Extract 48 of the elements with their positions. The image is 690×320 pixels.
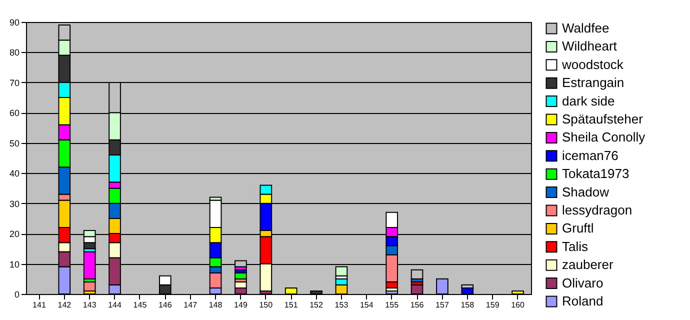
x-tick-label: 145 bbox=[133, 300, 148, 310]
bar bbox=[83, 281, 96, 292]
x-tick-label: 144 bbox=[108, 300, 122, 310]
x-tick-label: 153 bbox=[334, 300, 349, 310]
x-tick-label: 148 bbox=[208, 300, 223, 310]
x-tick-label: 157 bbox=[436, 300, 450, 310]
legend-label: Tokata1973 bbox=[562, 166, 630, 182]
legend-label: iceman76 bbox=[562, 148, 618, 163]
x-tick-label: 155 bbox=[385, 300, 400, 310]
legend-label: Shadow bbox=[562, 184, 610, 200]
bar bbox=[410, 269, 424, 280]
y-tick-label: 10 bbox=[9, 259, 20, 270]
legend-label: dark side bbox=[562, 93, 615, 108]
x-tick-label: 158 bbox=[460, 300, 475, 310]
x-tick-label: 150 bbox=[259, 300, 274, 310]
legend-label: Estrangain bbox=[562, 75, 624, 90]
x-tick-label: 152 bbox=[310, 300, 324, 310]
y-tick-label: 30 bbox=[9, 198, 20, 209]
y-tick-label: 20 bbox=[9, 229, 20, 240]
legend-label: Spätaufsteher bbox=[562, 112, 644, 126]
x-tick-label: 143 bbox=[82, 300, 97, 310]
x-tick-label: 159 bbox=[486, 300, 500, 310]
x-tick-label: 147 bbox=[184, 300, 198, 310]
legend-label: Wildheart bbox=[562, 38, 618, 54]
y-tick-label: 40 bbox=[9, 168, 20, 179]
x-tick-label: 154 bbox=[360, 300, 374, 310]
x-tick-label: 146 bbox=[158, 300, 172, 310]
y-tick-label: 60 bbox=[9, 108, 20, 118]
x-tick-label: 149 bbox=[234, 300, 248, 310]
y-tick-label: 70 bbox=[9, 78, 20, 88]
y-tick-label: 50 bbox=[9, 138, 20, 148]
y-tick-label: 80 bbox=[9, 48, 20, 58]
legend-label: Gruftl bbox=[562, 220, 594, 236]
x-tick-label: 141 bbox=[32, 300, 46, 310]
legend-label: Waldfee bbox=[562, 20, 610, 36]
legend-label: woodstock bbox=[561, 56, 624, 72]
y-tick-label: 0 bbox=[14, 290, 20, 300]
legend-label: Talis bbox=[562, 238, 589, 254]
x-tick-label: 142 bbox=[58, 300, 72, 310]
legend-label: Roland bbox=[562, 294, 604, 308]
x-tick-label: 160 bbox=[511, 300, 525, 310]
x-tick-label: 151 bbox=[284, 300, 298, 310]
legend-label: Olivaro bbox=[562, 275, 604, 290]
legend-label: Sheila Conolly bbox=[562, 130, 646, 145]
x-tick-label: 156 bbox=[410, 300, 424, 310]
y-tick-label: 90 bbox=[9, 18, 20, 28]
legend-label: zauberer bbox=[562, 257, 614, 272]
legend-label: lessydragon bbox=[562, 202, 632, 218]
